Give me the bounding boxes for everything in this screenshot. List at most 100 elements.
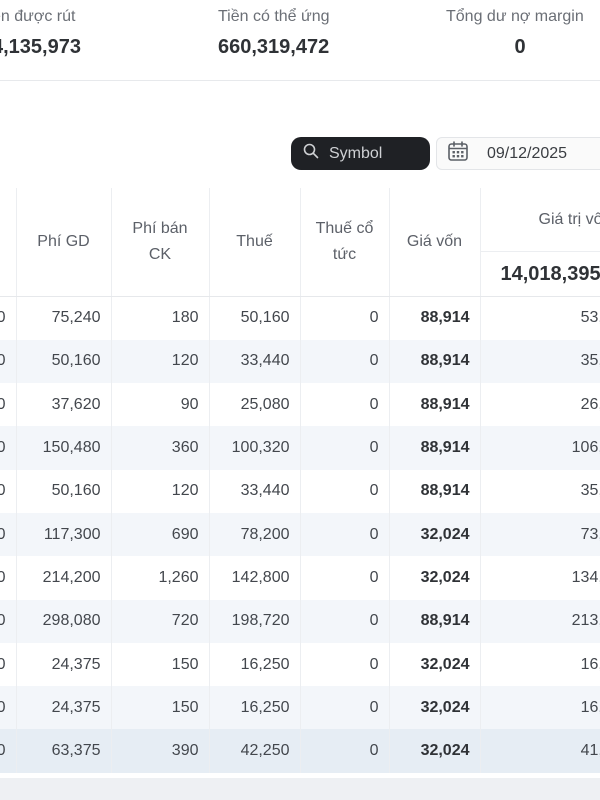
withdrawable-cash: ền được rút 4,135,973 <box>0 8 81 59</box>
cell-phi-ban-ck: 120 <box>111 469 210 513</box>
cell-thue: 33,440 <box>209 469 301 513</box>
cell-thue: 42,250 <box>209 729 301 773</box>
cell-phi-ban-ck: 720 <box>111 599 210 643</box>
cell-partial: 0 <box>0 469 17 513</box>
cell-phi-ban-ck: 390 <box>111 729 210 773</box>
cell-phi-gd: 75,240 <box>16 296 112 340</box>
cell-thue: 25,080 <box>209 383 301 427</box>
cell-partial: 0 <box>0 642 17 687</box>
cell-thue: 16,250 <box>209 642 301 687</box>
symbol-search-input[interactable] <box>329 144 429 163</box>
cell-phi-gd: 50,160 <box>16 339 112 384</box>
pnl-table-container[interactable]: Phí GD Phí bán CK Thuế Thuế cổ tức Giá v… <box>0 188 600 800</box>
cell-thue: 50,160 <box>209 296 301 340</box>
cell-partial: 0 <box>0 296 17 340</box>
cell-gia-tri-von: 26,674 <box>480 383 600 427</box>
cell-thue: 16,250 <box>209 686 301 730</box>
cell-partial: 0 <box>0 599 17 643</box>
cell-phi-ban-ck: 180 <box>111 296 210 340</box>
col-header-phi-ban-ck: Phí bán CK <box>111 188 210 297</box>
cell-gia-von: 88,914 <box>389 599 481 643</box>
cell-gia-von: 88,914 <box>389 296 481 340</box>
cell-phi-ban-ck: 690 <box>111 512 210 557</box>
calendar-icon <box>447 140 469 167</box>
cell-thue-co-tuc: 0 <box>300 556 390 600</box>
summary-divider <box>0 80 600 81</box>
col-header-phi-gd: Phí GD <box>16 188 112 297</box>
cell-partial: 0 <box>0 339 17 384</box>
cell-gia-tri-von: 73,655 <box>480 512 600 557</box>
cell-phi-gd: 298,080 <box>16 599 112 643</box>
cell-thue: 33,440 <box>209 339 301 384</box>
cell-thue: 198,720 <box>209 599 301 643</box>
gia-tri-von-total: 14,018,395 <box>500 263 600 285</box>
cell-phi-gd: 117,300 <box>16 512 112 557</box>
withdrawable-cash-label: ền được rút <box>0 8 76 25</box>
date-value: 09/12/2025 <box>487 144 568 162</box>
cell-thue-co-tuc: 0 <box>300 469 390 513</box>
cell-gia-tri-von: 134,500 <box>480 556 600 600</box>
cell-partial: 0 <box>0 729 17 773</box>
cell-thue-co-tuc: 0 <box>300 426 390 470</box>
cell-thue-co-tuc: 0 <box>300 383 390 427</box>
cell-gia-von: 32,024 <box>389 556 481 600</box>
cell-gia-von: 88,914 <box>389 383 481 427</box>
margin-debt: Tổng dư nợ margin 0 <box>446 8 594 59</box>
cell-gia-tri-von: 106,696 <box>480 426 600 470</box>
cell-phi-gd: 214,200 <box>16 556 112 600</box>
advance-cash-value: 660,319,472 <box>218 36 330 58</box>
cell-gia-von: 32,024 <box>389 512 481 557</box>
cell-phi-gd: 24,375 <box>16 686 112 730</box>
cell-gia-tri-von: 16,012 <box>480 686 600 730</box>
date-picker[interactable]: 09/12/2025 <box>436 137 600 170</box>
horizontal-scrollbar[interactable] <box>0 778 600 800</box>
cell-thue-co-tuc: 0 <box>300 729 390 773</box>
cell-thue-co-tuc: 0 <box>300 512 390 557</box>
cell-gia-von: 88,914 <box>389 469 481 513</box>
cell-gia-tri-von: 35,565 <box>480 339 600 384</box>
gia-tri-von-label: Giá trị vốn <box>480 188 600 252</box>
cell-gia-von: 88,914 <box>389 339 481 384</box>
cell-phi-ban-ck: 150 <box>111 642 210 687</box>
cell-thue-co-tuc: 0 <box>300 599 390 643</box>
cell-thue: 142,800 <box>209 556 301 600</box>
cell-gia-tri-von: 16,012 <box>480 642 600 687</box>
symbol-search[interactable] <box>291 137 430 170</box>
cell-partial: 0 <box>0 383 17 427</box>
cell-phi-ban-ck: 150 <box>111 686 210 730</box>
cell-thue-co-tuc: 0 <box>300 339 390 384</box>
cell-partial: 0 <box>0 426 17 470</box>
cell-gia-tri-von: 213,393 <box>480 599 600 643</box>
col-header-partial <box>0 188 17 297</box>
col-header-gia-von: Giá vốn <box>389 188 481 297</box>
cell-gia-tri-von: 41,631 <box>480 729 600 773</box>
advance-cash: Tiền có thể ứng 660,319,472 <box>218 8 330 59</box>
cell-phi-gd: 50,160 <box>16 469 112 513</box>
cell-thue-co-tuc: 0 <box>300 642 390 687</box>
cell-thue-co-tuc: 0 <box>300 296 390 340</box>
cell-gia-von: 32,024 <box>389 729 481 773</box>
cell-thue: 78,200 <box>209 512 301 557</box>
cell-gia-von: 32,024 <box>389 642 481 687</box>
cell-partial: 0 <box>0 556 17 600</box>
margin-debt-value: 0 <box>514 36 526 58</box>
cell-gia-tri-von: 53,348 <box>480 296 600 340</box>
filter-toolbar: 09/12/2025 <box>0 136 600 172</box>
cell-phi-ban-ck: 1,260 <box>111 556 210 600</box>
cell-phi-gd: 63,375 <box>16 729 112 773</box>
cell-gia-von: 88,914 <box>389 426 481 470</box>
cell-phi-ban-ck: 120 <box>111 339 210 384</box>
withdrawable-cash-value: 4,135,973 <box>0 36 81 58</box>
cell-thue-co-tuc: 0 <box>300 686 390 730</box>
